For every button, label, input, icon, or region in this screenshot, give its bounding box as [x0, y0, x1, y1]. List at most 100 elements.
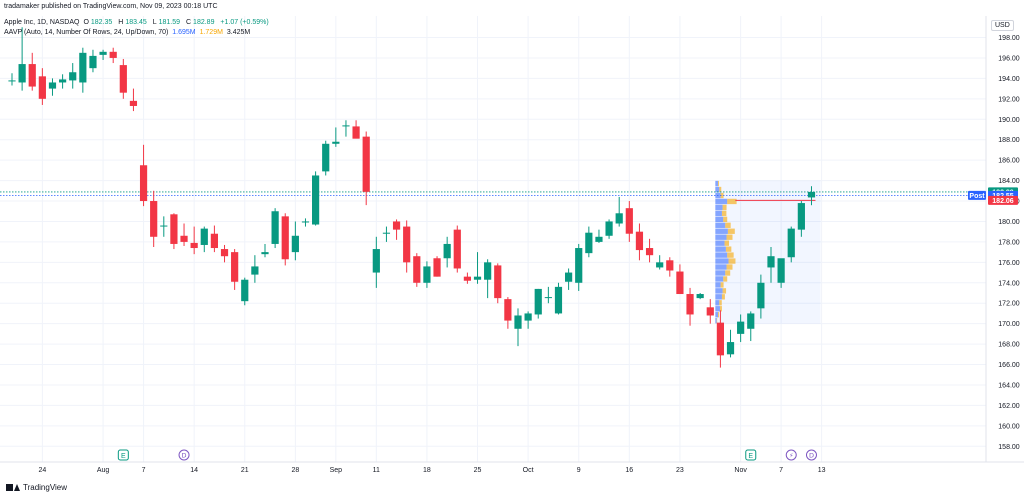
candle	[109, 47, 117, 64]
price-tick-label: 166.00	[998, 362, 1020, 369]
candle-body	[271, 211, 279, 244]
candle-body	[362, 136, 370, 192]
volume-profile-down-bar	[727, 198, 737, 205]
candle	[38, 68, 46, 105]
candle	[443, 236, 451, 268]
candle-body	[403, 226, 411, 263]
candle	[453, 225, 461, 273]
volume-profile-up-bar	[715, 276, 724, 282]
volume-profile-down-bar	[717, 180, 719, 187]
candle-body	[615, 213, 623, 224]
post-tag: Post	[969, 193, 985, 200]
time-tick-label: 7	[779, 467, 783, 474]
candle	[686, 287, 694, 326]
candle-body	[605, 221, 613, 236]
indicator-down-volume: 1.729M	[199, 29, 223, 36]
price-tick-label: 172.00	[998, 301, 1020, 308]
candle-body	[565, 272, 573, 282]
currency-button[interactable]: USD	[991, 20, 1014, 31]
candle	[484, 259, 492, 299]
candle-body	[524, 313, 532, 321]
candle	[565, 268, 573, 290]
price-axis[interactable]: 158.00 160.00 162.00 164.00 166.00 168.00 170.…	[998, 35, 1020, 451]
indicator-total-volume: 3.425M	[226, 29, 251, 36]
candle-body	[281, 216, 289, 260]
candle-body	[484, 262, 492, 280]
candle-body	[595, 236, 603, 242]
volume-profile-down-bar	[727, 252, 734, 258]
candle	[696, 293, 704, 300]
volume-profile	[715, 180, 821, 324]
candle-body	[757, 282, 765, 309]
price-tick-label: 190.00	[998, 117, 1020, 124]
candle	[463, 272, 471, 284]
earnings-letter: E	[748, 453, 753, 460]
earnings-event-icon[interactable]: E	[117, 449, 129, 461]
candle-body	[676, 271, 684, 295]
tradingview-branding[interactable]: TradingView	[6, 483, 67, 492]
volume-profile-down-bar	[721, 294, 725, 300]
price-tick-label: 198.00	[998, 35, 1020, 42]
candle-body	[312, 175, 320, 225]
candle-body	[706, 307, 714, 316]
earnings-event-icon[interactable]: E	[745, 449, 757, 461]
candle-body	[787, 228, 795, 258]
volume-profile-down-bar	[723, 276, 728, 282]
candle	[301, 218, 310, 227]
ohlc-low: L 181.59	[153, 19, 182, 26]
candle	[119, 58, 127, 99]
price-tick-label: 170.00	[998, 321, 1020, 328]
candle	[79, 47, 87, 93]
dividend-event-icon[interactable]: D	[805, 449, 817, 461]
indicator-name: AAVP (Auto, 14, Number Of Rows, 24, Up/D…	[4, 29, 169, 36]
volume-profile-down-bar	[726, 234, 733, 240]
candle-body	[382, 232, 391, 234]
volume-profile-down-bar	[727, 228, 735, 234]
price-tick-label: 174.00	[998, 280, 1020, 287]
candle-body	[220, 249, 229, 257]
candle-body	[645, 248, 654, 256]
time-tick-label: Aug	[97, 467, 110, 474]
candle-body	[504, 299, 512, 321]
candle-body	[301, 221, 310, 223]
price-tick-label: 192.00	[998, 96, 1020, 103]
candle-body	[210, 233, 218, 249]
candle-body	[160, 225, 168, 227]
dividend-badge	[178, 449, 190, 461]
candle-body	[473, 276, 482, 280]
candle	[706, 299, 714, 324]
indicator-up-volume: 1.695M	[172, 29, 196, 36]
candle-body	[150, 201, 158, 237]
time-tick-label: 21	[241, 467, 249, 474]
candle	[332, 127, 340, 147]
price-tick-label: 162.00	[998, 403, 1020, 410]
event-markers: E D E ⚡ D	[117, 449, 817, 461]
split-event-icon[interactable]: ⚡	[785, 449, 797, 461]
volume-profile-down-bar	[722, 288, 727, 294]
candle-body	[119, 65, 127, 93]
candle-body	[686, 294, 694, 315]
price-tick-label: 180.00	[998, 219, 1020, 226]
open-label: O	[83, 19, 89, 26]
indicator-legend[interactable]: AAVP (Auto, 14, Number Of Rows, 24, Up/D…	[4, 29, 252, 36]
candle	[59, 74, 67, 89]
grid	[0, 16, 986, 462]
candle	[291, 221, 299, 261]
candle-body	[463, 276, 471, 281]
volume-profile-down-bar	[723, 216, 728, 223]
time-axis[interactable]: 24 Aug 7 14 21 28 Sep 11 18 25 Oct 9 16 23 Nov 7 13	[38, 467, 825, 474]
candle-body	[251, 266, 259, 275]
candle	[797, 201, 805, 237]
dividend-event-icon[interactable]: D	[178, 449, 190, 461]
candle-body	[423, 266, 431, 283]
high-label: H	[118, 19, 124, 26]
candle-body	[767, 256, 775, 268]
tradingview-logo-icon	[6, 483, 20, 492]
volume-profile-up-bar	[715, 306, 720, 312]
symbol-name: Apple Inc, 1D, NASDAQ	[4, 19, 80, 26]
candles	[8, 27, 816, 368]
volume-profile-up-bar	[715, 240, 725, 246]
candle-body	[656, 262, 664, 268]
